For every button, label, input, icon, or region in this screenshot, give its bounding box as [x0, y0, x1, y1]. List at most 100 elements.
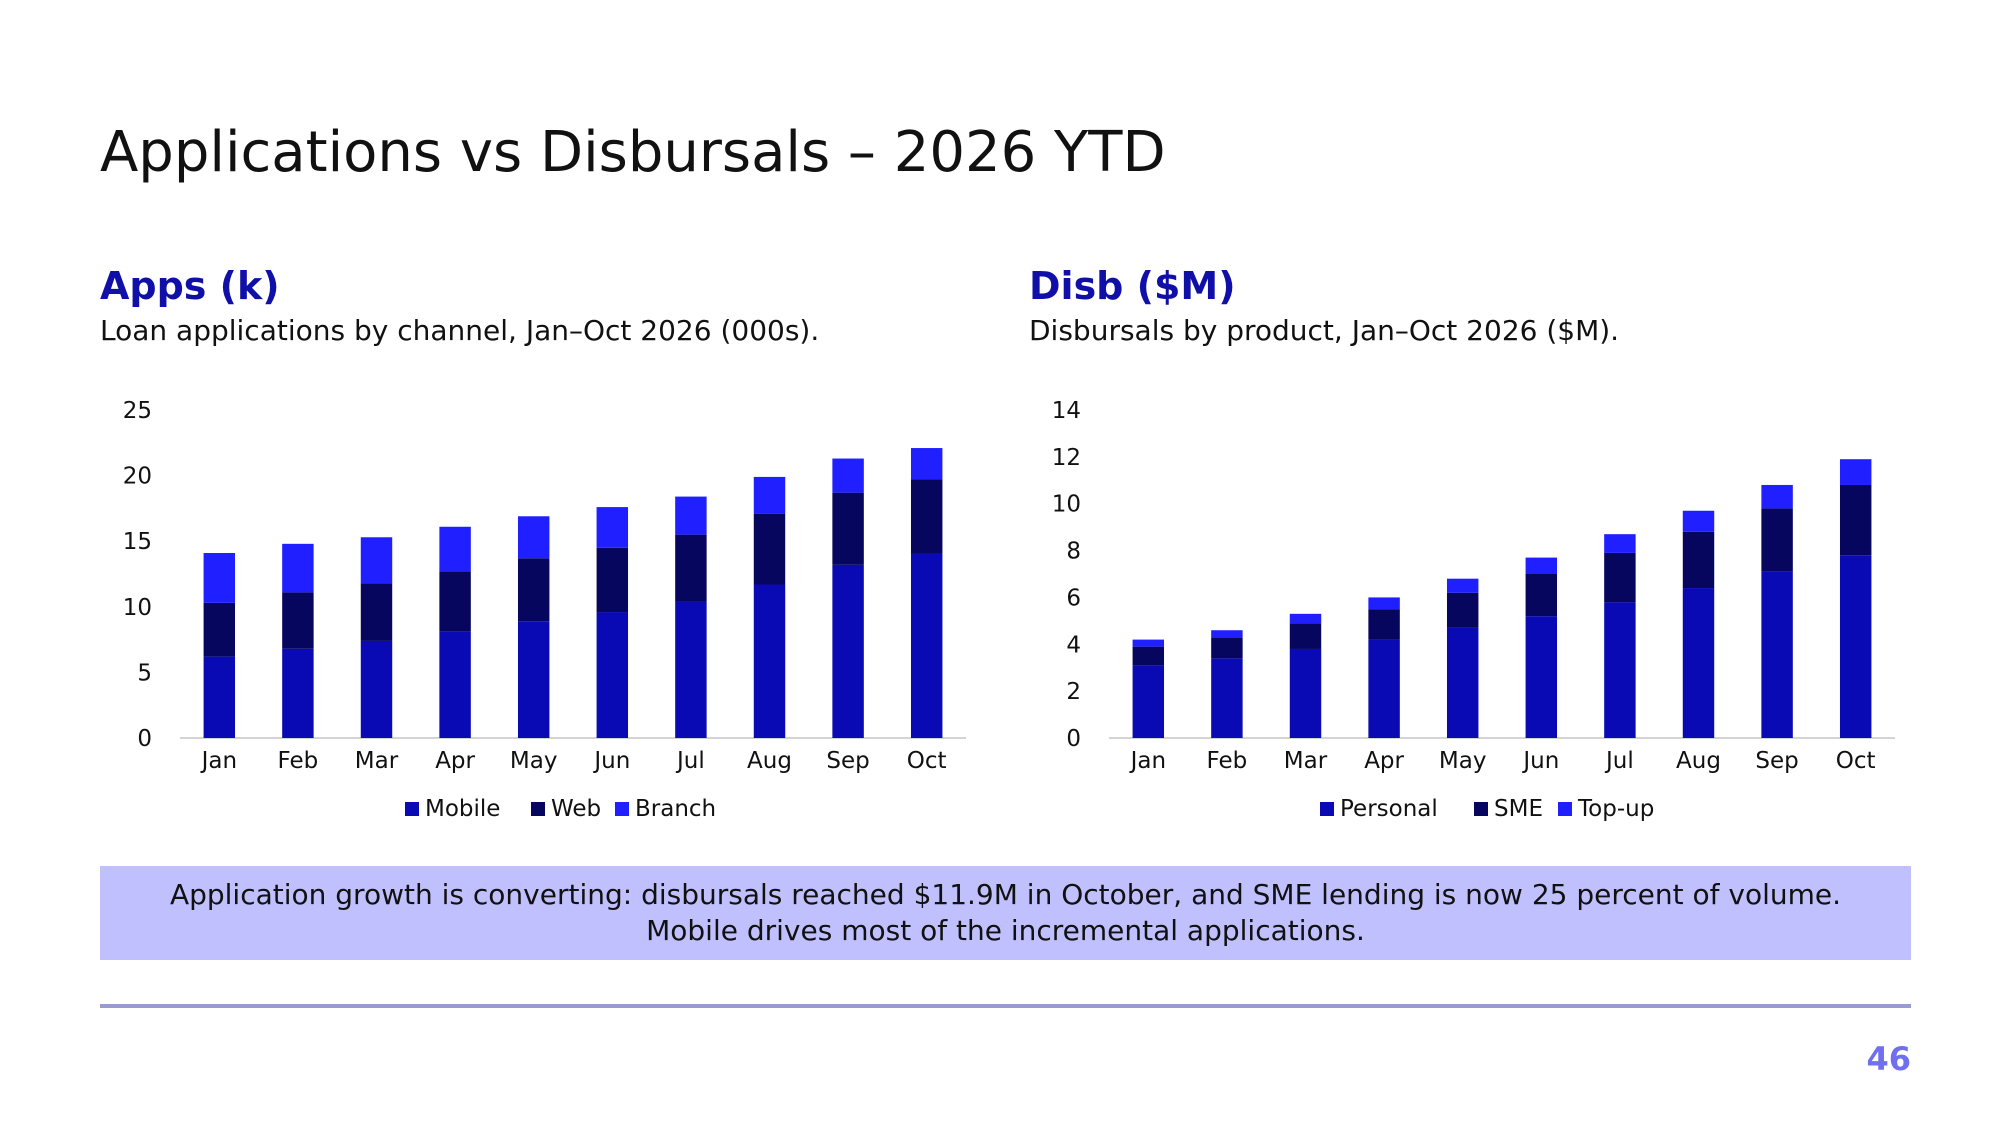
apps-x-tick-label: Apr [435, 748, 475, 774]
disb-bar-sme-oct [1839, 484, 1872, 556]
apps-y-tick-label: 5 [137, 660, 152, 686]
disb-x-tick-label: Jan [1129, 748, 1166, 774]
apps-bar-mobile-oct [910, 553, 943, 738]
disb-bar-sme-aug [1682, 531, 1715, 589]
apps-bar-web-may [517, 558, 550, 622]
disb-legend-swatch-sme [1474, 802, 1488, 816]
disb-legend-swatch-top-up [1558, 802, 1572, 816]
apps-bar-web-jun [596, 547, 629, 613]
page-number: 46 [1866, 1040, 1911, 1078]
apps-legend-label-mobile: Mobile [425, 796, 500, 822]
apps-x-tick-label: Feb [278, 748, 319, 774]
apps-x-tick-label: Sep [826, 748, 869, 774]
disb-y-tick-label: 12 [1052, 445, 1081, 471]
apps-bar-branch-may [517, 516, 550, 559]
apps-bar-mobile-jan [203, 656, 236, 738]
disb-x-tick-label: Oct [1836, 748, 1876, 774]
apps-stacked-bar-chart: 0 5 10 15 20 25 Jan Feb Mar Apr May Jun Jul Aug Sep Oct… [123, 398, 966, 822]
disb-legend-label-top-up: Top-up [1577, 796, 1654, 822]
summary-callout-text: Application growth is converting: disbur… [169, 878, 1842, 947]
disb-bar-top-up-oct [1839, 459, 1872, 485]
apps-legend-label-web: Web [551, 796, 601, 822]
apps-x-tick-label: Jul [675, 748, 705, 774]
disb-bar-top-up-jan [1132, 639, 1165, 647]
apps-legend-swatch-branch [615, 802, 629, 816]
disb-y-tick-label: 10 [1052, 492, 1081, 518]
apps-y-tick-label: 20 [123, 464, 152, 490]
apps-bar-web-feb [282, 592, 314, 649]
disb-bar-personal-mar [1289, 648, 1322, 738]
apps-bar-mobile-mar [360, 640, 393, 738]
disb-bar-sme-apr [1368, 609, 1400, 640]
apps-y-tick-label: 25 [123, 398, 152, 424]
disb-bar-personal-apr [1368, 639, 1400, 738]
disb-bar-personal-aug [1682, 588, 1715, 738]
apps-bar-branch-mar [360, 537, 393, 584]
disb-x-tick-label: Jun [1521, 748, 1559, 774]
apps-bar-mobile-may [517, 621, 550, 738]
disb-bar-personal-may [1446, 627, 1479, 738]
apps-bar-web-jan [203, 602, 236, 657]
apps-bar-mobile-sep [832, 564, 864, 738]
apps-y-tick-label: 10 [123, 595, 152, 621]
apps-x-tick-label: May [510, 748, 558, 774]
disb-y-tick-label: 6 [1066, 585, 1081, 611]
apps-bar-web-mar [360, 583, 393, 641]
apps-panel-heading: Apps (k) [100, 264, 280, 308]
disb-bar-top-up-mar [1289, 613, 1322, 624]
apps-bar-mobile-jun [596, 612, 629, 738]
disb-bar-sme-jan [1132, 646, 1165, 666]
disb-bar-personal-jul [1604, 602, 1636, 738]
disb-bar-personal-oct [1839, 555, 1872, 738]
disb-bar-sme-sep [1761, 508, 1793, 572]
disb-x-tick-label: Apr [1364, 748, 1404, 774]
disb-panel-subtitle: Disbursals by product, Jan–Oct 2026 ($M)… [1029, 314, 1620, 347]
disb-y-tick-label: 14 [1052, 398, 1081, 424]
disb-bar-personal-jun [1525, 616, 1558, 738]
footer-divider [100, 1004, 1911, 1008]
apps-legend-swatch-web [531, 802, 545, 816]
apps-bar-web-apr [439, 571, 471, 632]
disb-y-tick-label: 4 [1066, 632, 1081, 658]
apps-bar-branch-sep [832, 458, 864, 493]
apps-bar-mobile-apr [439, 631, 471, 738]
apps-y-tick-label: 0 [137, 726, 152, 752]
disb-x-tick-label: May [1439, 748, 1487, 774]
apps-bar-branch-jun [596, 507, 629, 548]
disb-bar-top-up-jul [1604, 534, 1636, 553]
apps-bar-web-sep [832, 492, 864, 565]
disb-bar-personal-feb [1211, 658, 1243, 738]
disb-bar-sme-may [1446, 592, 1479, 628]
disb-bar-sme-feb [1211, 637, 1243, 659]
disb-y-tick-label: 2 [1066, 679, 1081, 705]
disb-bar-personal-sep [1761, 571, 1793, 738]
apps-bar-web-aug [753, 513, 786, 585]
apps-bar-branch-feb [282, 543, 314, 593]
disb-x-tick-label: Aug [1676, 748, 1721, 774]
apps-x-tick-label: Aug [747, 748, 792, 774]
apps-panel-subtitle: Loan applications by channel, Jan–Oct 20… [100, 314, 820, 347]
apps-bar-mobile-feb [282, 648, 314, 738]
disb-x-tick-label: Jul [1604, 748, 1634, 774]
apps-bar-mobile-jul [675, 601, 707, 738]
apps-x-tick-label: Oct [907, 748, 947, 774]
disb-panel-heading: Disb ($M) [1029, 264, 1236, 308]
disb-bar-sme-jun [1525, 574, 1558, 617]
disb-bar-top-up-sep [1761, 484, 1793, 509]
apps-bar-branch-apr [439, 526, 471, 572]
apps-bar-branch-jan [203, 553, 236, 603]
summary-callout: Application growth is converting: disbur… [100, 866, 1911, 960]
disb-bar-top-up-aug [1682, 510, 1715, 532]
apps-x-tick-label: Jan [200, 748, 237, 774]
apps-bar-web-oct [910, 479, 943, 554]
disb-x-tick-label: Mar [1284, 748, 1328, 774]
apps-x-tick-label: Mar [355, 748, 399, 774]
apps-legend-swatch-mobile [405, 802, 419, 816]
apps-bar-branch-oct [910, 448, 943, 480]
disb-y-tick-label: 8 [1066, 539, 1081, 565]
slide-title: Applications vs Disbursals – 2026 YTD [100, 120, 1166, 185]
disb-bar-sme-mar [1289, 623, 1322, 649]
apps-legend-label-branch: Branch [635, 796, 716, 822]
apps-y-tick-label: 15 [123, 529, 152, 555]
disb-bar-top-up-apr [1368, 597, 1400, 610]
